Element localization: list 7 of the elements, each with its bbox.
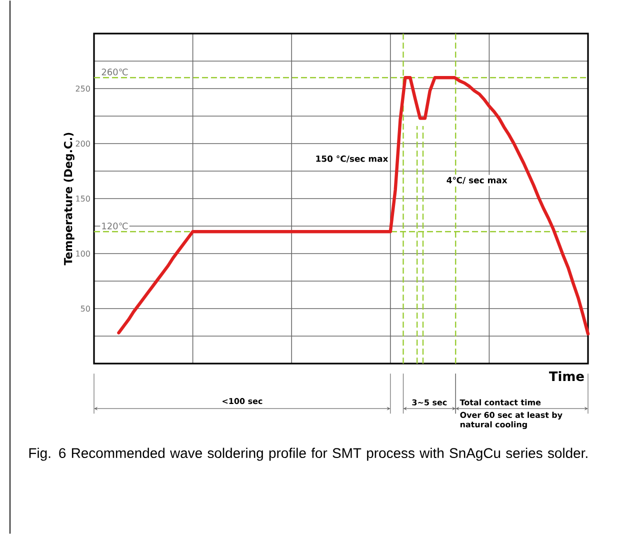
annotation: 4℃/ sec max: [446, 176, 508, 184]
ref-line-label: 260℃: [102, 68, 128, 76]
y-axis-title: Temperature (Deg.C.): [64, 132, 74, 266]
ref-line-label: 120℃: [102, 222, 128, 230]
caption: Fig. 6 Recommended wave soldering profile for SMT process with SnAgCu series solder.: [29, 448, 588, 461]
annotation: 150 °C/sec max: [316, 155, 388, 162]
x-axis-title: Time: [549, 371, 584, 382]
